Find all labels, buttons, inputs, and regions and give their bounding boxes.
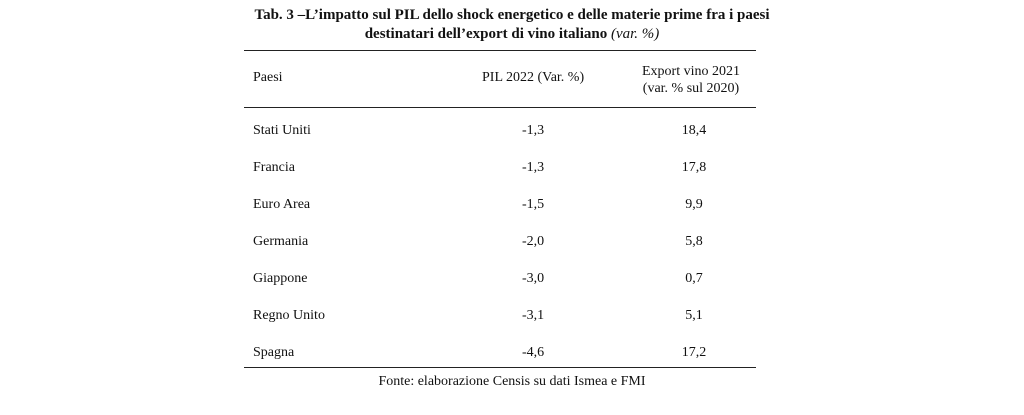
cell-country: Stati Uniti	[253, 123, 311, 138]
table-title-line-2: destinatari dell’export di vino italiano…	[0, 25, 1024, 44]
cell-country: Spagna	[253, 345, 295, 360]
table-title: Tab. 3 –L’impatto sul PIL dello shock en…	[0, 6, 1024, 44]
cell-country: Germania	[253, 234, 309, 249]
header-pil: PIL 2022 (Var. %)	[482, 70, 585, 85]
table-header: Paesi PIL 2022 (Var. %) Export vino 2021…	[244, 50, 756, 107]
cell-pil: -4,6	[522, 345, 545, 360]
cell-export: 18,4	[681, 123, 707, 138]
cell-country: Euro Area	[253, 197, 311, 212]
source-note: Fonte: elaborazione Censis su dati Ismea…	[378, 374, 646, 389]
table-title-unit: (var. %)	[610, 26, 660, 42]
cell-export: 17,8	[681, 160, 707, 175]
cell-export: 9,9	[685, 197, 703, 212]
table-title-line-1: Tab. 3 –L’impatto sul PIL dello shock en…	[254, 7, 770, 23]
header-export-line-2: (var. % sul 2020)	[642, 81, 740, 96]
table-top-rule	[244, 50, 756, 51]
cell-country: Giappone	[253, 271, 308, 286]
table-title-line-2-text: destinatari dell’export di vino italiano	[364, 26, 608, 42]
cell-export: 0,7	[685, 271, 703, 286]
table-row: Stati Uniti -1,3 18,4	[244, 117, 756, 154]
table-body: Stati Uniti -1,3 18,4 Francia -1,3 17,8 …	[244, 107, 756, 376]
header-export: Export vino 2021 (var. % sul 2020)	[616, 63, 766, 97]
cell-pil: -2,0	[522, 234, 545, 249]
cell-pil: -3,1	[522, 308, 545, 323]
cell-pil: -1,3	[522, 123, 545, 138]
table-row: Francia -1,3 17,8	[244, 154, 756, 191]
header-export-line-1: Export vino 2021	[642, 64, 740, 79]
table-row: Euro Area -1,5 9,9	[244, 191, 756, 228]
table-row: Spagna -4,6 17,2	[244, 339, 756, 376]
cell-export: 5,8	[685, 234, 703, 249]
cell-pil: -1,3	[522, 160, 545, 175]
table-row: Regno Unito -3,1 5,1	[244, 302, 756, 339]
cell-export: 17,2	[681, 345, 707, 360]
header-country: Paesi	[253, 70, 283, 85]
cell-pil: -1,5	[522, 197, 545, 212]
cell-export: 5,1	[685, 308, 703, 323]
table-header-rule	[244, 107, 756, 108]
cell-country: Regno Unito	[253, 308, 325, 323]
table-bottom-rule	[244, 367, 756, 368]
cell-pil: -3,0	[522, 271, 545, 286]
table-row: Giappone -3,0 0,7	[244, 265, 756, 302]
cell-country: Francia	[253, 160, 295, 175]
table-row: Germania -2,0 5,8	[244, 228, 756, 265]
